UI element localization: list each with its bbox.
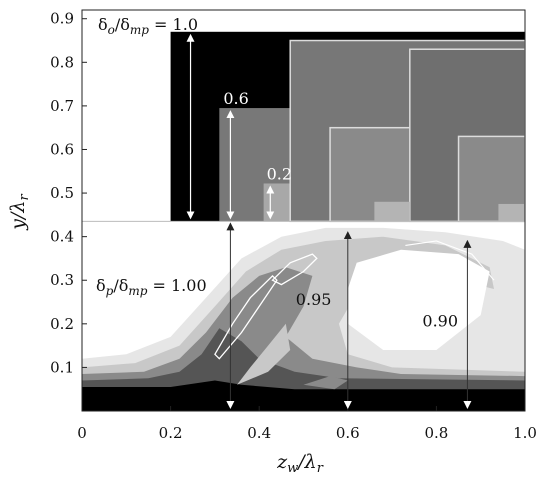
y-tick-label: 0.6 (50, 140, 74, 158)
y-tick-label: 0.4 (50, 228, 74, 246)
contour-patch (237, 323, 291, 385)
y-tick-label: 0.1 (50, 358, 74, 376)
y-tick-label: 0.7 (50, 97, 74, 115)
contour-patch (303, 376, 348, 390)
x-axis-ticks: 0 0.2 0.4 0.6 0.8 1.0 (77, 406, 537, 442)
y-tick-label: 0.5 (50, 184, 74, 202)
y-tick-label: 0.3 (50, 271, 74, 289)
x-tick-label: 1.0 (513, 424, 537, 442)
x-tick-label: 0 (77, 424, 87, 442)
x-axis-label: zw/λr (276, 451, 324, 476)
nested-box (263, 183, 291, 222)
top-label-secondary: 0.6 (223, 89, 248, 108)
y-axis-ticks: 0.1 0.2 0.3 0.4 0.5 0.6 0.7 0.8 0.9 (50, 10, 87, 376)
plot-frame (81, 9, 526, 412)
field-label-secondary: 0.90 (422, 312, 458, 331)
iso-line (405, 240, 495, 281)
x-tick-label: 0.6 (336, 424, 360, 442)
field-label-primary: δp/δmp = 1.00 (96, 276, 207, 298)
field-label-secondary: 0.95 (296, 290, 332, 309)
x-tick-label: 0.2 (159, 424, 183, 442)
y-tick-label: 0.9 (50, 10, 74, 28)
top-label-secondary: 0.2 (267, 164, 292, 183)
top-label-primary: δo/δmp = 1.0 (98, 15, 198, 37)
shifted-box-step (374, 201, 410, 222)
y-axis-label: y/λr (7, 194, 32, 231)
shifted-box-step (498, 203, 525, 222)
y-tick-label: 0.8 (50, 53, 74, 71)
contour-band (82, 380, 525, 411)
plot-area (82, 31, 525, 411)
x-tick-label: 0.8 (424, 424, 448, 442)
annotations: δo/δmp = 1.0 0.6 0.2 δp/δmp = 1.00 0.95 0.90 (96, 15, 472, 409)
top-nested-boxes (82, 31, 525, 223)
iso-line (271, 253, 318, 286)
lower-contour-field (82, 221, 525, 411)
contour-hole (347, 249, 490, 350)
y-tick-label: 0.2 (50, 315, 74, 333)
x-tick-label: 0.4 (247, 424, 271, 442)
